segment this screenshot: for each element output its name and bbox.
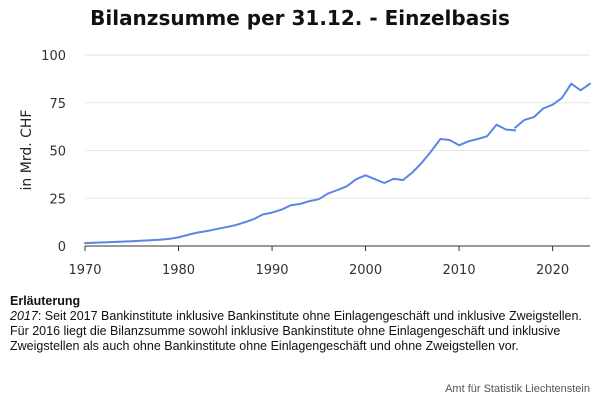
data-lines <box>84 82 591 245</box>
x-tick-label: 1980 <box>162 263 195 278</box>
note-year: 2017 <box>10 309 38 323</box>
y-axis-title: in Mrd. CHF <box>19 110 35 191</box>
note-text: : Seit 2017 Bankinstitute inklusive Bank… <box>10 309 582 353</box>
x-tick-label: 2000 <box>349 263 382 278</box>
y-tick-label: 100 <box>41 49 66 64</box>
series-line-from-2016 <box>514 82 591 129</box>
source-credit: Amt für Statistik Liechtenstein <box>445 383 590 395</box>
y-tick-label: 75 <box>49 97 66 112</box>
y-tick-label: 0 <box>58 240 66 255</box>
chart-title: Bilanzsumme per 31.12. - Einzelbasis <box>90 6 510 30</box>
x-tick-label: 1990 <box>255 263 288 278</box>
y-tick-label: 25 <box>49 192 66 207</box>
series-line-until-2016 <box>84 123 517 245</box>
line-chart: 0 25 50 75 100 1970 1980 1990 2000 2010 2020 in M… <box>19 49 591 278</box>
y-axis: 0 25 50 75 100 <box>41 49 66 255</box>
x-axis: 1970 1980 1990 2000 2010 2020 <box>68 245 590 278</box>
y-tick-label: 50 <box>49 145 66 160</box>
x-tick-label: 1970 <box>68 263 101 278</box>
x-tick-label: 2010 <box>443 263 476 278</box>
note-heading: Erläuterung <box>10 294 81 308</box>
x-tick-label: 2020 <box>536 263 569 278</box>
gridlines <box>85 54 590 199</box>
explanation-note: Erläuterung 2017: Seit 2017 Bankinstitut… <box>10 294 590 354</box>
